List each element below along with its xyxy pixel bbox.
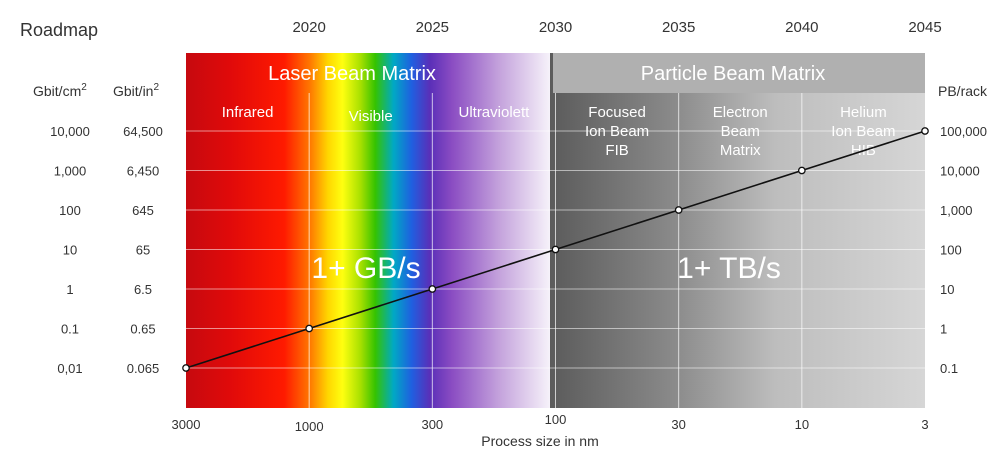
left-axis-2-label: Gbit/in2 [113, 82, 159, 99]
right-tick-label: 10 [940, 282, 954, 297]
y-tick-label: 100 [59, 203, 81, 218]
group-label-particle: Particle Beam Matrix [641, 63, 826, 85]
y-tick-label: 6.5 [134, 282, 152, 297]
right-tick-label: 1 [940, 322, 947, 337]
year-tick-label: 2035 [662, 19, 695, 36]
x-tick-label: 300 [421, 417, 443, 432]
annotation-tbs: 1+ TB/s [677, 252, 781, 285]
y-tick-label: 1,000 [54, 164, 87, 179]
y-tick-label: 1 [66, 282, 73, 297]
right-axis-label: PB/rack [938, 83, 988, 99]
y-tick-label: 0.1 [61, 322, 79, 337]
x-tick-label: 100 [545, 412, 567, 427]
x-tick-label: 10 [795, 417, 809, 432]
y-tick-label: 0,01 [57, 361, 82, 376]
band-label: Visible [349, 108, 393, 125]
band-label: Focused Ion Beam FIB [585, 104, 649, 159]
data-point [428, 285, 437, 293]
data-point [551, 245, 560, 254]
y-tick-label: 64,500 [123, 124, 163, 139]
right-tick-label: 100 [940, 243, 962, 258]
right-tick-label: 10,000 [940, 164, 980, 179]
year-tick-label: 2020 [292, 19, 325, 36]
x-axis-label: Process size in nm [481, 433, 598, 449]
group-label-laser: Laser Beam Matrix [268, 63, 436, 85]
year-tick-label: 2045 [908, 19, 941, 36]
y-tick-label: 65 [136, 243, 150, 258]
data-point [182, 364, 190, 372]
x-tick-label: 3000 [172, 417, 201, 432]
band-label: Helium Ion Beam HIB [831, 104, 895, 159]
y-tick-label: 0.65 [130, 322, 155, 337]
data-point [921, 127, 929, 135]
series-group [182, 127, 929, 372]
particle-header-bar [553, 53, 925, 93]
x-tick-label: 1000 [295, 419, 324, 434]
right-tick-label: 1,000 [940, 203, 973, 218]
annotation-gbs: 1+ GB/s [311, 252, 420, 285]
data-point [797, 166, 806, 175]
y-tick-label: 6,450 [127, 164, 160, 179]
y-tick-label: 10 [63, 243, 77, 258]
band-label: Ultraviolett [458, 104, 530, 121]
data-point [305, 324, 314, 333]
x-tick-label: 3 [921, 417, 928, 432]
left-axis-1-label: Gbit/cm2 [33, 82, 87, 99]
y-tick-label: 10,000 [50, 124, 90, 139]
band-labels: Infrared Visible Ultraviolett Focused Ion Be… [222, 104, 896, 159]
x-tick-label: 30 [671, 417, 685, 432]
band-label: Electron Beam Matrix [713, 104, 768, 159]
right-tick-label: 0.1 [940, 361, 958, 376]
data-point [674, 206, 683, 214]
y-tick-label: 645 [132, 203, 154, 218]
year-tick-label: 2030 [539, 19, 572, 36]
year-tick-label: 2040 [785, 19, 818, 36]
band-label: Infrared [222, 104, 274, 121]
year-tick-label: 2025 [416, 19, 449, 36]
y-tick-label: 0.065 [127, 361, 160, 376]
right-tick-label: 100,000 [940, 124, 987, 139]
chart-title: Roadmap [20, 20, 98, 40]
